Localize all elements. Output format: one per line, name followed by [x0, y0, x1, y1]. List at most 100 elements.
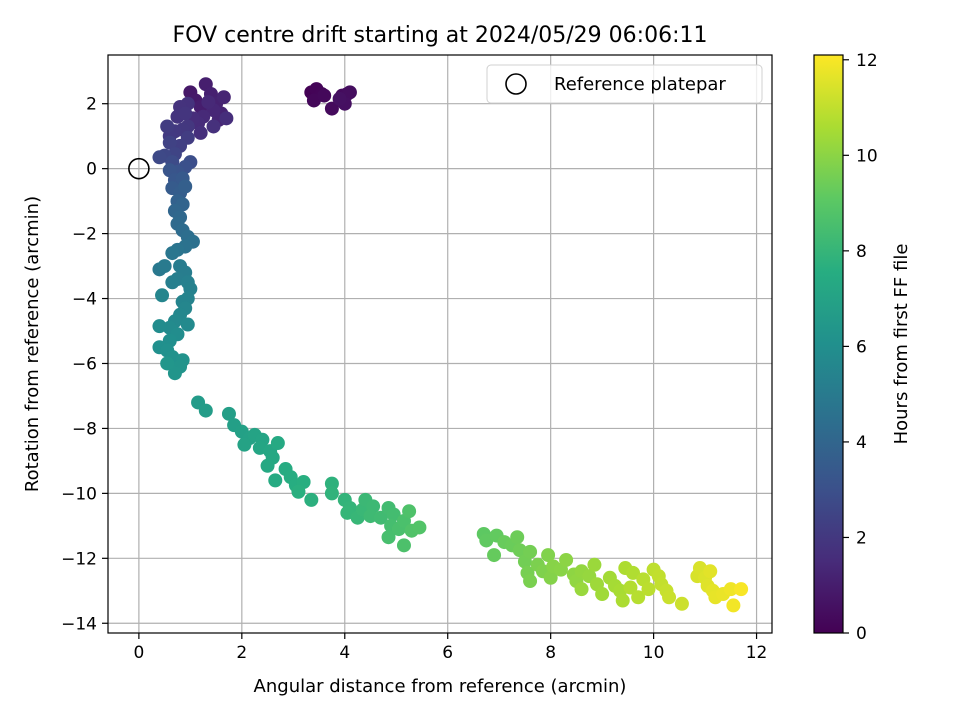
- legend-reference-marker: [505, 73, 527, 95]
- data-point: [559, 552, 574, 567]
- legend: Reference platepar: [486, 64, 763, 104]
- data-point: [317, 88, 332, 103]
- data-point: [574, 582, 589, 597]
- x-tick-label: 12: [746, 643, 768, 663]
- x-tick-label: 4: [339, 643, 350, 663]
- data-point: [623, 580, 638, 595]
- y-tick-label: −6: [72, 354, 97, 374]
- x-tick-label: 0: [133, 643, 144, 663]
- data-point: [631, 590, 646, 605]
- data-point: [662, 590, 677, 605]
- x-axis-label: Angular distance from reference (arcmin): [254, 676, 627, 697]
- data-point: [193, 125, 208, 140]
- colorbar-tick-label: 0: [856, 624, 867, 644]
- data-point: [412, 520, 427, 535]
- data-point: [221, 406, 236, 421]
- data-point: [674, 596, 689, 611]
- x-tick-label: 6: [442, 643, 453, 663]
- data-point: [402, 504, 417, 519]
- data-point: [152, 150, 167, 165]
- data-point: [641, 582, 656, 597]
- data-point: [180, 317, 195, 332]
- y-tick-label: −8: [72, 419, 97, 439]
- data-point: [304, 492, 319, 507]
- data-point: [152, 319, 167, 334]
- x-axis-ticks: 0 2 4 6 8 10 12: [133, 633, 767, 663]
- data-point: [206, 119, 221, 134]
- data-point: [178, 106, 193, 121]
- data-point: [165, 275, 180, 290]
- data-point: [162, 135, 177, 150]
- colorbar-tick-label: 2: [856, 528, 867, 548]
- legend-entry-reference: Reference platepar: [554, 74, 726, 95]
- data-point: [291, 484, 306, 499]
- data-point: [512, 543, 527, 558]
- plot-frame: [107, 54, 773, 634]
- colorbar-tick-label: 8: [856, 242, 867, 262]
- data-point: [167, 366, 182, 381]
- colorbar-tick-label: 12: [856, 51, 878, 71]
- reference-circle: [128, 157, 150, 180]
- data-point: [510, 530, 525, 545]
- data-point: [723, 582, 738, 597]
- reference-marker: [128, 157, 150, 180]
- x-tick-label: 10: [643, 643, 665, 663]
- chart-title: FOV centre drift starting at 2024/05/29 …: [173, 23, 708, 48]
- data-point: [363, 509, 378, 524]
- colorbar-tick-label: 10: [856, 146, 878, 166]
- data-point: [543, 570, 558, 585]
- data-point: [523, 544, 538, 559]
- data-point: [155, 288, 170, 303]
- data-point: [198, 403, 213, 418]
- y-tick-label: −4: [72, 290, 97, 310]
- y-tick-label: −12: [61, 549, 97, 569]
- data-point: [268, 473, 283, 488]
- data-point: [595, 587, 610, 602]
- y-axis-label: Rotation from reference (arcmin): [22, 196, 43, 492]
- data-point: [587, 557, 602, 572]
- data-point: [237, 437, 252, 452]
- legend-box: [486, 64, 763, 104]
- data-point: [381, 530, 396, 545]
- data-point: [396, 538, 411, 553]
- y-tick-label: −2: [72, 225, 97, 245]
- data-point: [165, 246, 180, 261]
- data-point: [626, 565, 641, 580]
- data-point: [324, 486, 339, 501]
- colorbar-tick-label: 4: [856, 433, 867, 453]
- data-point: [386, 507, 401, 522]
- data-point: [342, 85, 357, 100]
- colorbar-ticks: 0 2 4 6 8 10 12: [843, 51, 878, 644]
- grid: [108, 55, 772, 633]
- data-point: [178, 179, 193, 194]
- data-point: [332, 91, 347, 106]
- y-tick-label: 0: [86, 160, 97, 180]
- data-point: [324, 101, 339, 116]
- data-point: [160, 119, 175, 134]
- data-point: [216, 90, 231, 105]
- data-point: [523, 574, 538, 589]
- y-tick-label: −10: [61, 484, 97, 504]
- data-point: [734, 582, 749, 597]
- colorbar-label: Hours from first FF file: [891, 244, 912, 445]
- data-point: [726, 598, 741, 613]
- data-point: [487, 548, 502, 563]
- data-point: [219, 111, 234, 126]
- y-axis-ticks: −14 −12 −10 −8 −6 −4 −2 0 2: [61, 95, 108, 634]
- data-point: [260, 458, 275, 473]
- data-point: [373, 510, 388, 525]
- data-points: [152, 77, 749, 613]
- colorbar: [813, 54, 844, 634]
- data-point: [157, 259, 172, 274]
- data-point: [160, 356, 175, 371]
- x-tick-label: 8: [545, 643, 556, 663]
- data-point: [615, 593, 630, 608]
- colorbar-tick-label: 6: [856, 337, 867, 357]
- data-point: [703, 564, 718, 579]
- y-tick-label: −14: [61, 614, 97, 634]
- x-tick-label: 2: [236, 643, 247, 663]
- y-tick-label: 2: [86, 95, 97, 115]
- data-point: [324, 476, 339, 491]
- data-point: [270, 436, 285, 451]
